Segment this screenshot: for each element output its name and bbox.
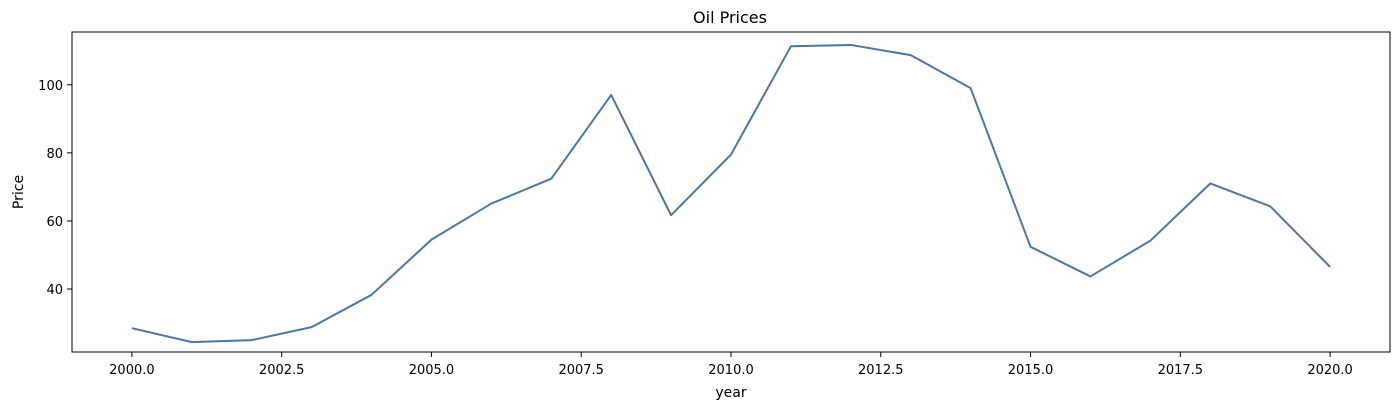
y-tick-label: 60 [46, 215, 63, 230]
y-axis-ticks: 40 60 80 100 [38, 79, 72, 298]
series-layer [131, 43, 1331, 344]
x-tick-label: 2015.0 [1008, 363, 1054, 378]
x-axis-ticks: 2000.0 2002.5 2005.0 2007.5 2010.0 2012.5 2015… [109, 352, 1353, 378]
y-tick-label: 40 [46, 283, 63, 298]
x-tick-label: 2012.5 [858, 363, 904, 378]
series-line [131, 43, 1331, 344]
y-tick-label: 80 [46, 147, 63, 162]
y-tick-label: 100 [38, 79, 63, 94]
x-tick-label: 2017.5 [1158, 363, 1204, 378]
x-tick-label: 2000.0 [109, 363, 155, 378]
x-tick-label: 2005.0 [409, 363, 455, 378]
plot-frame [71, 31, 1391, 353]
x-tick-label: 2002.5 [259, 363, 305, 378]
y-axis-label: Price [11, 175, 27, 209]
plot-area: 2000.0 2002.5 2005.0 2007.5 2010.0 2012.5 2015… [38, 31, 1391, 378]
x-tick-label: 2010.0 [708, 363, 754, 378]
x-tick-label: 2020.0 [1307, 363, 1353, 378]
x-axis-label: year [715, 385, 746, 400]
chart-title: Oil Prices [693, 8, 767, 27]
x-tick-label: 2007.5 [558, 363, 604, 378]
